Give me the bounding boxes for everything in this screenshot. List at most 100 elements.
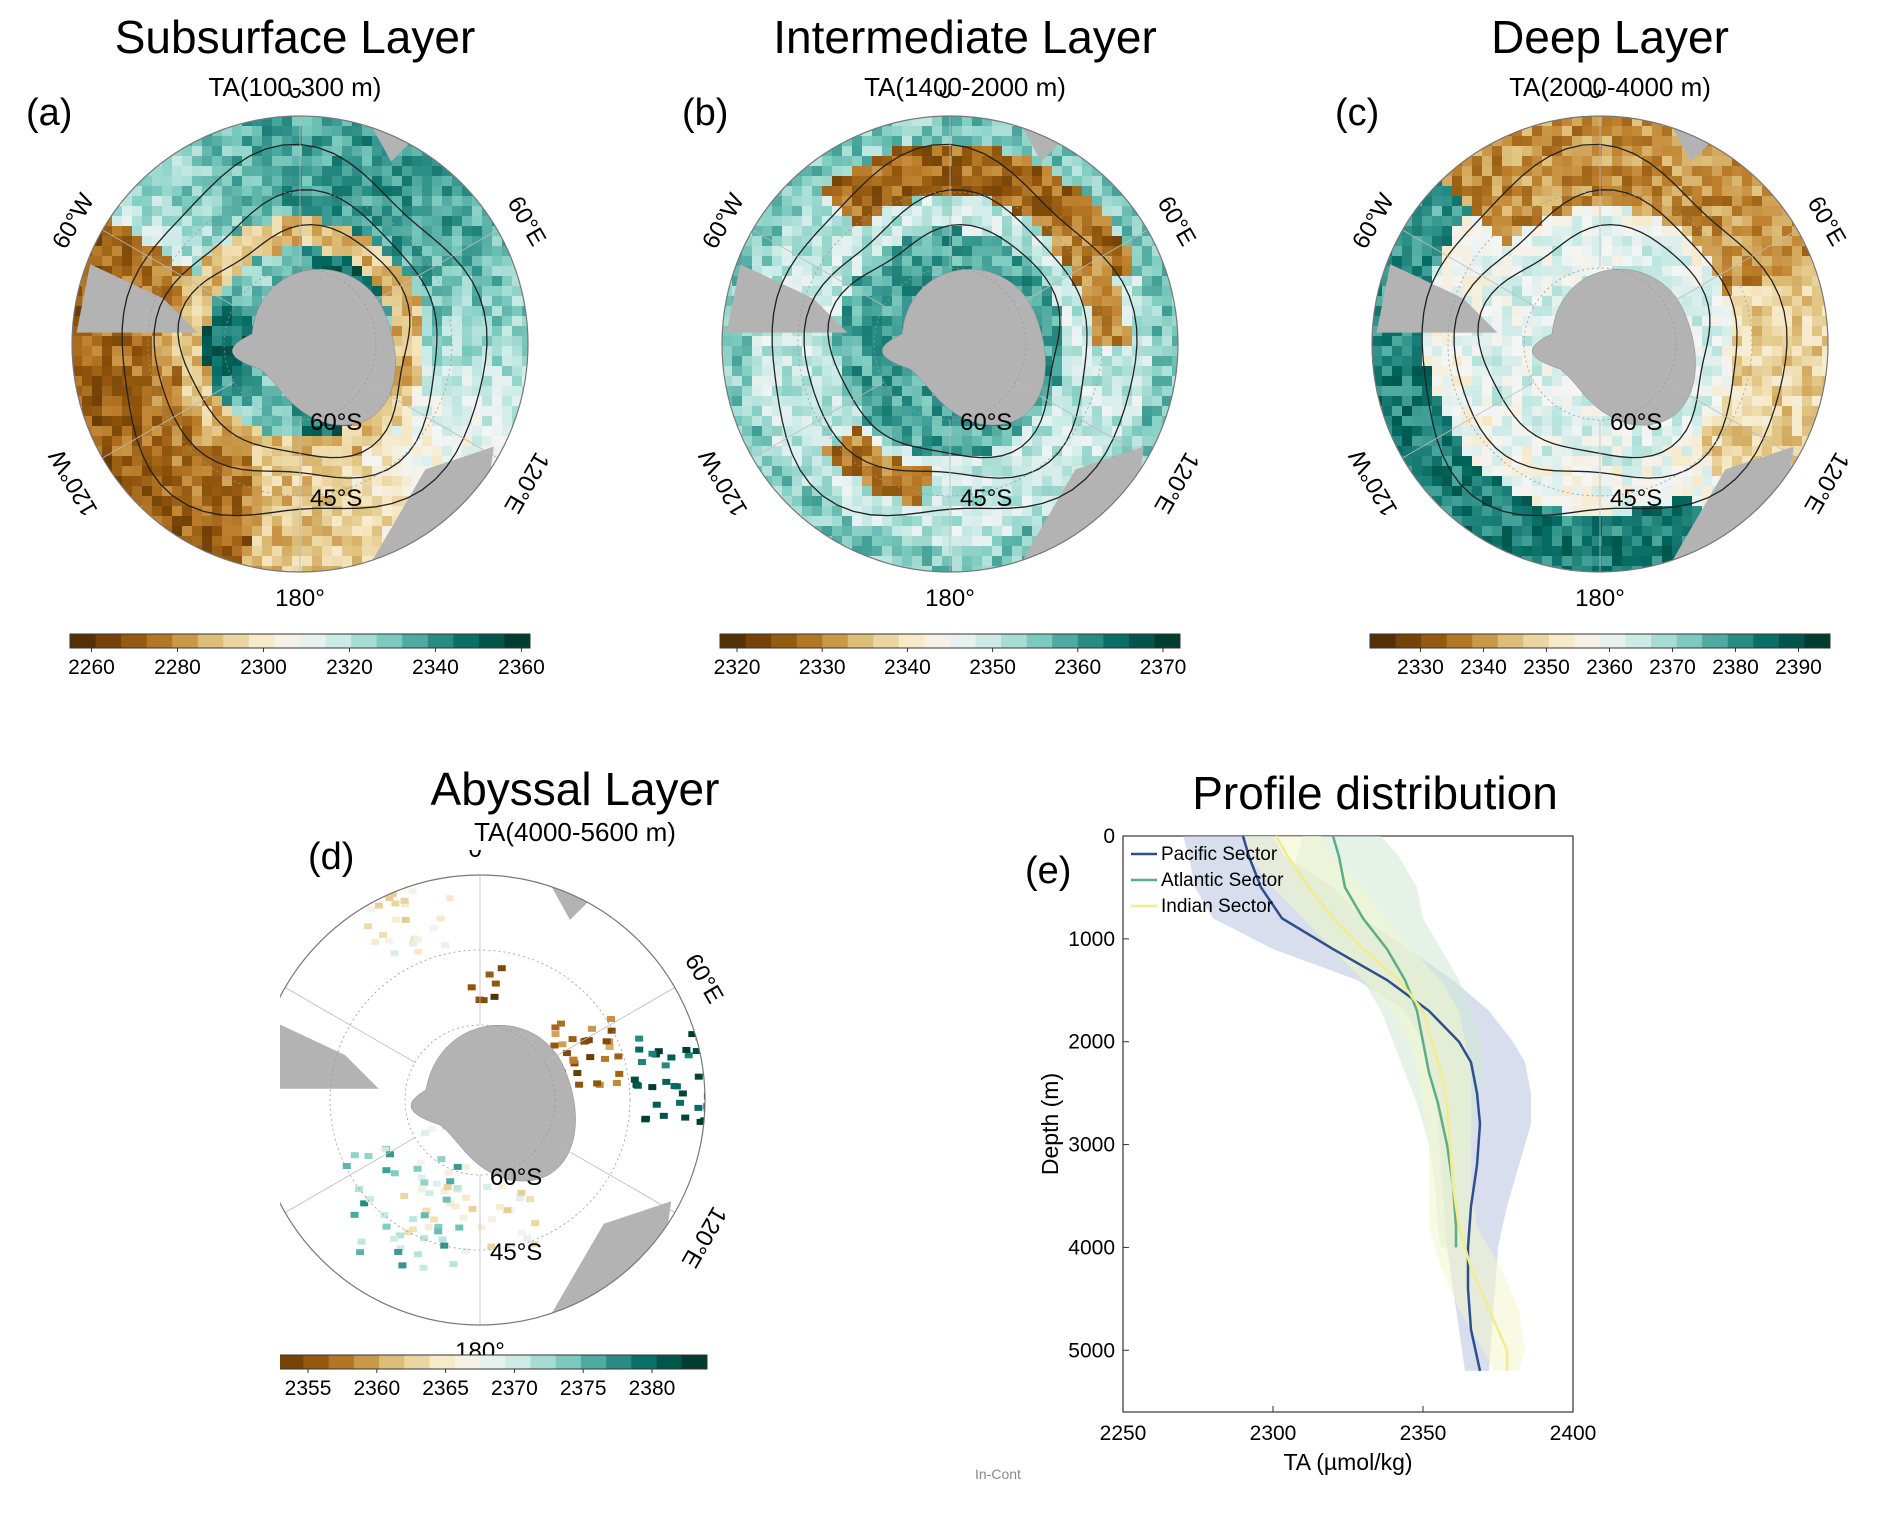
- panel-a-map: 0° 60°E 120°E 180° 120°W 60°W 60°S 45°S 2260 2280…: [44, 90, 555, 679]
- longitude-label: 0°: [939, 90, 962, 104]
- colorbar-tick-label: 2350: [969, 656, 1016, 679]
- latitude-label: 45°S: [310, 485, 362, 512]
- y-axis-label: Depth (m): [1037, 1073, 1063, 1175]
- colorbar-tick-label: 2390: [1775, 656, 1822, 679]
- panel-c-subtitle: TA(2000-4000 m): [1509, 72, 1711, 102]
- panel-b-subtitle: TA(1400-2000 m): [864, 72, 1066, 102]
- longitude-label: 60°W: [280, 946, 283, 1011]
- colorbar-segment: [146, 634, 173, 648]
- map-cells: [342, 875, 705, 1271]
- legend-label: Pacific Sector: [1161, 844, 1278, 865]
- latitude-label: 45°S: [960, 485, 1012, 512]
- latitude-circle: [873, 267, 1027, 421]
- colorbar-tick-label: 2380: [1712, 656, 1759, 679]
- colorbar-segment: [656, 1355, 683, 1369]
- panel-b-title: Intermediate Layer: [773, 11, 1157, 63]
- panel-e-label: (e): [1025, 850, 1072, 892]
- colorbar-segment: [1676, 634, 1703, 648]
- colorbar-tick-label: 2320: [714, 656, 761, 679]
- colorbar-segment: [1077, 634, 1104, 648]
- colorbar-segment: [351, 634, 378, 648]
- antarctica-landmass: [232, 269, 396, 426]
- map-group: 0° 60°E 120°E 180° 120°W 60°W 60°S 45°S 2320 2330…: [694, 90, 1205, 679]
- colorbar-segment: [1702, 634, 1729, 648]
- colorbar-segment: [280, 1355, 304, 1369]
- colorbar-tick-label: 2360: [1054, 656, 1101, 679]
- longitude-label: 60°E: [502, 192, 552, 251]
- colorbar-segment: [530, 1355, 557, 1369]
- longitude-label: 0°: [1589, 90, 1612, 104]
- panel-a-title: Subsurface Layer: [114, 11, 476, 63]
- map-group: 0° 60°E 120°E 180° 120°W 60°W 60°S 45°S 2330 2340…: [1344, 90, 1855, 679]
- longitude-line: [544, 1137, 676, 1213]
- colorbar-tick-label: 2340: [884, 656, 931, 679]
- colorbar-frame: [719, 633, 1181, 649]
- colorbar-tick-label: 2360: [498, 656, 545, 679]
- colorbar-segment: [325, 634, 352, 648]
- south-america-landmass: [726, 264, 848, 333]
- latitude-label: 60°S: [490, 1164, 542, 1191]
- panel-b-map: 0° 60°E 120°E 180° 120°W 60°W 60°S 45°S 2320 2330…: [694, 90, 1205, 679]
- colorbar-segment: [1651, 634, 1678, 648]
- colorbar-segment: [1421, 634, 1448, 648]
- longitude-label: 180°: [1575, 585, 1625, 612]
- colorbar-frame: [280, 1354, 708, 1370]
- y-tick-label: 5000: [1068, 1339, 1115, 1362]
- panel-d-label: (d): [308, 836, 355, 878]
- longitude-label: 60°E: [1802, 192, 1852, 251]
- y-tick-label: 3000: [1068, 1134, 1115, 1157]
- x-axis-label: TA (µmol/kg): [1283, 1449, 1412, 1475]
- colorbar-segment: [1395, 634, 1422, 648]
- colorbar-tick-label: 2375: [560, 1377, 607, 1400]
- panel-e-title: Profile distribution: [1192, 767, 1558, 819]
- longitude-line: [365, 229, 498, 307]
- colorbar-segment: [1625, 634, 1652, 648]
- colorbar-tick-label: 2370: [1140, 656, 1187, 679]
- colorbar-segment: [1727, 634, 1754, 648]
- panel-c-map: 0° 60°E 120°E 180° 120°W 60°W 60°S 45°S 2330 2340…: [1344, 90, 1855, 679]
- colorbar-segment: [1753, 634, 1780, 648]
- colorbar-tick-label: 2380: [629, 1377, 676, 1400]
- longitude-label: 120°W: [44, 444, 104, 520]
- colorbar-tick-label: 2350: [1523, 656, 1570, 679]
- longitude-line: [1015, 381, 1148, 459]
- longitude-label: 120°E: [1798, 448, 1854, 518]
- colorbar-segment: [1154, 634, 1181, 648]
- colorbar-segment: [924, 634, 951, 648]
- colorbar-segment: [847, 634, 874, 648]
- colorbar-frame: [69, 633, 531, 649]
- australia-landmass: [547, 1201, 672, 1321]
- colorbar-tick-label: 2360: [353, 1377, 400, 1400]
- longitude-label: 180°: [925, 585, 975, 612]
- colorbar-tick-label: 2260: [68, 656, 115, 679]
- y-tick-label: 1000: [1068, 928, 1115, 951]
- australia-landmass: [1018, 446, 1144, 568]
- colorbar-segment: [745, 634, 772, 648]
- longitude-label: 0°: [469, 850, 492, 863]
- colorbar-segment: [379, 1355, 405, 1369]
- south-america-landmass: [280, 1021, 379, 1089]
- colorbar-segment: [95, 634, 122, 648]
- south-america-landmass: [1376, 264, 1498, 333]
- antarctica-landmass: [1532, 269, 1696, 426]
- colorbar-tick-label: 2300: [240, 656, 287, 679]
- colorbar-segment: [898, 634, 925, 648]
- longitude-line: [284, 987, 416, 1063]
- colorbar-segment: [303, 1355, 330, 1369]
- y-tick-label: 0: [1103, 825, 1115, 848]
- legend-label: Indian Sector: [1161, 896, 1274, 917]
- map-group: 0°60°E120°E180°120°W60°W60°S45°S23552360…: [280, 850, 732, 1400]
- colorbar-tick-label: 2330: [1397, 656, 1444, 679]
- colorbar-segment: [248, 634, 275, 648]
- colorbar-segment: [70, 634, 97, 648]
- colorbar-segment: [1472, 634, 1499, 648]
- colorbar-segment: [873, 634, 900, 648]
- map-boundary: [71, 115, 529, 573]
- colorbar-segment: [353, 1355, 380, 1369]
- antarctica-landmass: [411, 1025, 576, 1182]
- panel-a-subtitle: TA(100-300 m): [208, 72, 382, 102]
- colorbar-segment: [580, 1355, 607, 1369]
- x-tick-label: 2400: [1550, 1422, 1597, 1445]
- panel-a-label: (a): [26, 92, 73, 134]
- longitude-label: 120°E: [1148, 448, 1204, 518]
